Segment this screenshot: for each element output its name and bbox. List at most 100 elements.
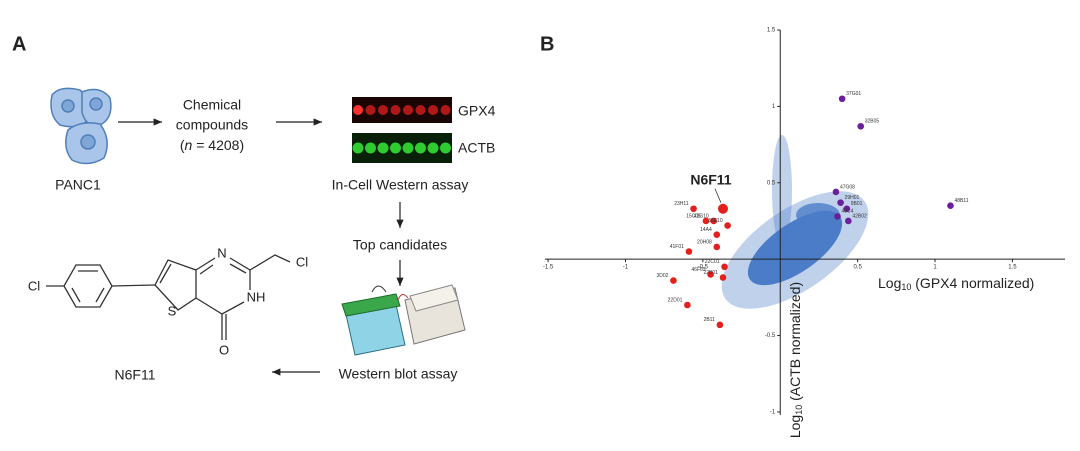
- atom-label: Cl: [296, 254, 308, 269]
- point: [670, 277, 677, 284]
- point: [837, 199, 844, 206]
- point: [719, 274, 727, 281]
- compounds-text: compounds: [176, 117, 248, 133]
- panel-a: A PANC1 Chemical compounds (n = 4208) GP…: [12, 33, 496, 382]
- well: [365, 105, 376, 115]
- blot-label: ACTB: [458, 140, 495, 156]
- compound-count: (n = 4208): [180, 137, 244, 153]
- point: [684, 301, 691, 309]
- point: [947, 202, 954, 209]
- point-label: 22C01: [705, 259, 720, 265]
- point-label: 42B02: [852, 213, 867, 219]
- blot-device: [341, 284, 466, 356]
- well: [378, 105, 388, 115]
- point-label: 3D02: [656, 273, 668, 279]
- well: [403, 105, 413, 115]
- point-label: 48B11: [954, 198, 968, 204]
- point-label: 22B01: [704, 270, 719, 276]
- point-label: 14A4: [700, 227, 712, 233]
- point-label: 41G10: [694, 213, 709, 219]
- y-tick-label: 0.5: [767, 180, 776, 186]
- point: [832, 188, 840, 196]
- well: [353, 105, 363, 115]
- well: [352, 142, 364, 154]
- point: [685, 248, 693, 255]
- compound-name: N6F11: [115, 367, 156, 383]
- point: [717, 203, 728, 214]
- y-tick-label: 1.5: [767, 28, 776, 34]
- structure: [46, 254, 291, 340]
- callout-line: [714, 188, 722, 203]
- point-label: 46F03: [691, 267, 705, 273]
- compounds-text: Chemical: [183, 97, 241, 113]
- x-tick-label: 1: [933, 265, 937, 271]
- point-label: N6F11: [690, 171, 731, 187]
- point: [843, 205, 851, 213]
- y-tick-label: -0.5: [765, 333, 776, 339]
- well: [390, 142, 401, 154]
- well: [440, 105, 451, 115]
- x-tick-label: 1.5: [1008, 265, 1017, 271]
- atom-label: NH: [247, 289, 266, 304]
- point: [710, 217, 717, 225]
- blot-strips: [352, 97, 452, 163]
- count-rest: = 4208): [192, 137, 244, 153]
- count-open: (: [180, 137, 185, 153]
- point: [713, 231, 721, 239]
- well: [402, 142, 414, 154]
- point-label: 15C05: [686, 213, 701, 219]
- x-tick-label: -1.5: [543, 265, 554, 271]
- point-label: 32B05: [865, 119, 880, 125]
- cells-icon: [50, 87, 112, 165]
- axis-label-log: Log: [787, 415, 803, 438]
- well: [390, 105, 401, 115]
- point: [857, 122, 865, 130]
- well: [365, 142, 376, 154]
- point-label: 48C4: [842, 209, 854, 215]
- x-tick-label: 0.5: [853, 265, 862, 271]
- point-label: 47G08: [840, 184, 855, 190]
- point-label: 23H11: [674, 201, 689, 207]
- point: [690, 205, 697, 213]
- count-var: n: [185, 137, 193, 153]
- axis-label: Log10 (GPX4 normalized): [878, 275, 1034, 293]
- point: [713, 243, 721, 251]
- step-label: Top candidates: [353, 237, 447, 253]
- point: [838, 95, 846, 103]
- point-label: 36E10: [708, 218, 723, 224]
- point: [702, 217, 710, 225]
- step-label: In-Cell Western assay: [332, 177, 469, 193]
- point-cloud: [721, 135, 869, 309]
- point-label: 29H01: [845, 195, 860, 201]
- point: [834, 213, 841, 220]
- point: [716, 321, 724, 329]
- axis-label-text: (GPX4 normalized): [911, 275, 1034, 291]
- point: [724, 222, 731, 229]
- point: [721, 263, 728, 271]
- y-tick-label: 1: [772, 104, 776, 110]
- well: [377, 142, 389, 154]
- well: [428, 105, 438, 115]
- step-label: Western blot assay: [339, 366, 458, 382]
- axis-label-base: 10: [901, 282, 911, 292]
- point-label: 2B11: [704, 317, 716, 323]
- axis-label-base: 10: [794, 405, 804, 415]
- point: [845, 217, 852, 225]
- atom-label: N: [217, 245, 226, 260]
- point-label: 20H08: [697, 239, 712, 245]
- axis-label: Log10 (ACTB normalized): [787, 282, 805, 438]
- x-tick-label: -0.5: [698, 265, 709, 271]
- point-label: 22D01: [668, 297, 683, 303]
- point-label: 9B01: [851, 201, 863, 207]
- cells-label: PANC1: [55, 177, 101, 193]
- axis-label-text: (ACTB normalized): [787, 282, 803, 405]
- blot-label: GPX4: [458, 103, 496, 119]
- point-label: 37G01: [846, 91, 861, 97]
- well: [440, 142, 451, 154]
- y-tick-label: -1: [770, 410, 776, 416]
- well: [415, 142, 426, 154]
- well: [415, 105, 426, 115]
- atom-label: S: [168, 303, 177, 318]
